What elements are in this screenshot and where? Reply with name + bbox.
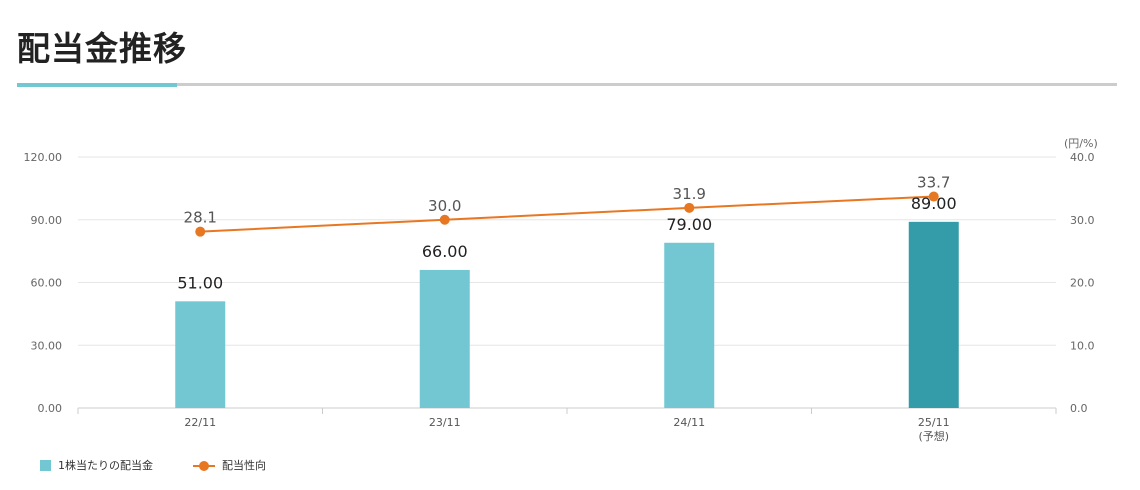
page-title: 配当金推移: [17, 29, 187, 68]
y-right-tick-label: 40.0: [1070, 151, 1095, 164]
x-tick-label: 23/11: [429, 416, 461, 429]
y-left-tick-label: 30.00: [31, 339, 63, 352]
x-tick-label: 25/11: [918, 416, 950, 429]
dividend-bar-label: 79.00: [666, 215, 712, 234]
payout-ratio-point: [928, 191, 939, 202]
y-right-tick-label: 10.0: [1070, 339, 1095, 352]
title-divider-accent: [17, 83, 177, 87]
dividend-bar-label: 51.00: [177, 273, 223, 292]
payout-ratio-path: [200, 195, 934, 233]
y-left-tick-label: 60.00: [31, 277, 63, 290]
payout-ratio-line: [195, 191, 939, 237]
dividend-bars: [175, 221, 959, 408]
dividend-bar: [908, 221, 959, 408]
payout-ratio-label: 30.0: [428, 197, 461, 215]
payout-ratio-point: [439, 214, 450, 225]
dividend-bar-label: 89.00: [911, 194, 957, 213]
legend-label-dividend: 1株当たりの配当金: [58, 459, 153, 472]
x-tick-note: (予想): [918, 429, 949, 443]
payout-ratio-label: 28.1: [184, 209, 217, 227]
dividend-bar: [664, 242, 715, 408]
legend-item-payout[interactable]: 配当性向: [193, 457, 266, 473]
y-right-tick-label: 0.0: [1070, 402, 1088, 415]
y-right-unit-label: (円/%): [1064, 137, 1098, 150]
legend-label-payout: 配当性向: [222, 459, 266, 472]
legend-item-dividend[interactable]: 1株当たりの配当金: [40, 457, 153, 473]
title-divider: [17, 83, 1117, 86]
payout-ratio-point: [195, 226, 206, 237]
y-right-tick-label: 20.0: [1070, 277, 1095, 290]
data-labels: 51.00 66.00 79.00 89.00 28.1 30.0 31.9 33.7: [177, 174, 956, 293]
axes: 0.00 30.00 60.00 90.00 120.00 0.0 10.0 20.0 30.0…: [24, 137, 1098, 443]
x-tick-label: 22/11: [184, 416, 216, 429]
payout-ratio-label: 33.7: [917, 174, 950, 192]
payout-ratio-label: 31.9: [673, 185, 706, 203]
legend: 1株当たりの配当金 配当性向: [40, 457, 306, 473]
dividend-bar: [175, 301, 226, 408]
y-right-tick-label: 30.0: [1070, 214, 1095, 227]
dividend-chart: 0.00 30.00 60.00 90.00 120.00 0.0 10.0 20.0 30.0…: [24, 137, 1098, 443]
dividend-bar: [419, 269, 470, 408]
y-left-tick-label: 120.00: [24, 151, 63, 164]
dividend-bar-label: 66.00: [422, 242, 468, 261]
y-left-tick-label: 0.00: [38, 402, 63, 415]
legend-swatch-bar: [40, 459, 51, 471]
legend-swatch-line: [193, 460, 215, 471]
payout-ratio-point: [684, 202, 695, 213]
x-tick-label: 24/11: [673, 416, 705, 429]
y-left-tick-label: 90.00: [31, 214, 63, 227]
gridlines: [78, 156, 1056, 346]
